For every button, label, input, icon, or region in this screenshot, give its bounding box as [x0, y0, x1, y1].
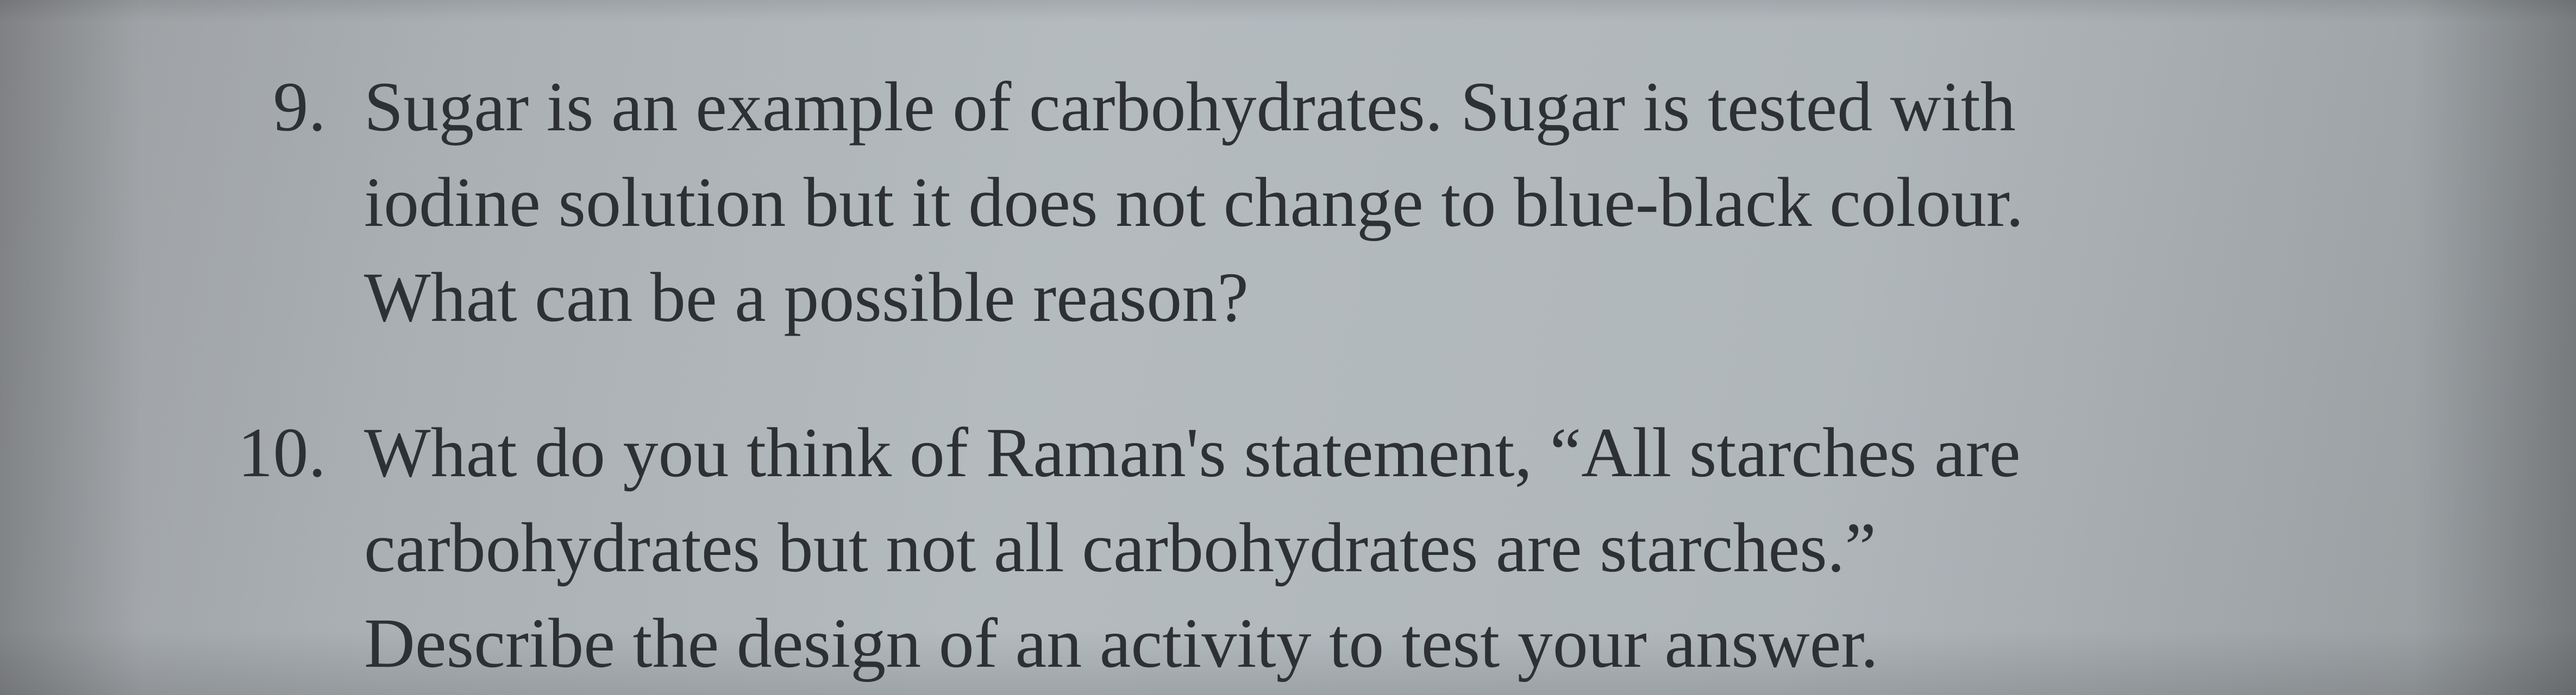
question-10-line-1: What do you think of Raman's statement, …	[364, 406, 2380, 501]
page-content: 9. Sugar is an example of carbohydrates.…	[206, 60, 2380, 695]
question-10: 10. What do you think of Raman's stateme…	[206, 406, 2380, 692]
page-left-vignette	[0, 0, 141, 695]
page-top-shadow	[0, 0, 2576, 22]
question-10-line-2: carbohydrates but not all carbohydrates …	[364, 501, 2380, 596]
page-right-vignette	[2413, 0, 2576, 695]
question-10-line-3: Describe the design of an activity to te…	[364, 596, 2380, 692]
question-10-number: 10.	[206, 406, 364, 501]
question-9-text: Sugar is an example of carbohydrates. Su…	[364, 60, 2380, 346]
question-9-number: 9.	[206, 60, 364, 155]
question-9-line-1: Sugar is an example of carbohydrates. Su…	[364, 60, 2380, 155]
question-10-text: What do you think of Raman's statement, …	[364, 406, 2380, 692]
question-9-line-3: What can be a possible reason?	[364, 250, 2380, 346]
question-9-line-2: iodine solution but it does not change t…	[364, 155, 2380, 251]
question-9: 9. Sugar is an example of carbohydrates.…	[206, 60, 2380, 346]
